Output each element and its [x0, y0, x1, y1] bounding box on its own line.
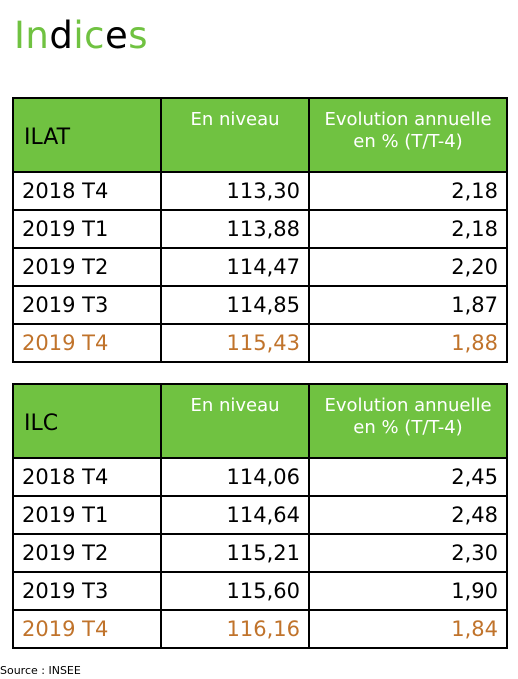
level-cell: 114,47 — [160, 247, 310, 287]
evolution-cell: 1,88 — [308, 323, 508, 363]
evolution-cell: 1,87 — [308, 285, 508, 325]
level-cell: 113,88 — [160, 209, 310, 249]
table-row: 2019 T2 115,21 2,30 — [12, 533, 508, 573]
ilat-table: ILAT En niveau Evolution annuelle en % (… — [12, 97, 508, 363]
column-header-evolution: Evolution annuelle en % (T/T-4) — [308, 97, 508, 173]
table-row: 2019 T1 113,88 2,18 — [12, 209, 508, 249]
period-cell: 2019 T1 — [12, 209, 162, 249]
level-cell: 114,06 — [160, 457, 310, 497]
period-cell: 2019 T2 — [12, 247, 162, 287]
evolution-cell: 1,84 — [308, 609, 508, 649]
period-cell: 2019 T3 — [12, 285, 162, 325]
evolution-cell: 2,48 — [308, 495, 508, 535]
level-cell: 116,16 — [160, 609, 310, 649]
column-header-level: En niveau — [160, 383, 310, 459]
evolution-cell: 2,18 — [308, 171, 508, 211]
level-cell: 115,21 — [160, 533, 310, 573]
title-segment: ic — [73, 14, 105, 57]
evolution-cell: 2,20 — [308, 247, 508, 287]
level-cell: 114,85 — [160, 285, 310, 325]
index-name: ILAT — [12, 97, 162, 173]
title-segment: In — [14, 14, 50, 57]
table-header-row: ILC En niveau Evolution annuelle en % (T… — [12, 383, 508, 459]
level-cell: 115,43 — [160, 323, 310, 363]
table-row: 2019 T2 114,47 2,20 — [12, 247, 508, 287]
column-header-evolution: Evolution annuelle en % (T/T-4) — [308, 383, 508, 459]
ilc-table: ILC En niveau Evolution annuelle en % (T… — [12, 383, 508, 649]
evolution-cell: 2,18 — [308, 209, 508, 249]
table-row-latest: 2019 T4 115,43 1,88 — [12, 323, 508, 363]
title-segment: s — [128, 14, 149, 57]
period-cell: 2019 T4 — [12, 323, 162, 363]
table-row: 2019 T1 114,64 2,48 — [12, 495, 508, 535]
period-cell: 2018 T4 — [12, 457, 162, 497]
period-cell: 2019 T4 — [12, 609, 162, 649]
title-segment: d — [49, 14, 74, 57]
level-cell: 115,60 — [160, 571, 310, 611]
evolution-cell: 1,90 — [308, 571, 508, 611]
source-note: Source : INSEE — [0, 664, 81, 677]
period-cell: 2019 T1 — [12, 495, 162, 535]
page-title: Indices — [14, 12, 148, 60]
period-cell: 2019 T3 — [12, 571, 162, 611]
table-row: 2019 T3 115,60 1,90 — [12, 571, 508, 611]
period-cell: 2019 T2 — [12, 533, 162, 573]
level-cell: 114,64 — [160, 495, 310, 535]
level-cell: 113,30 — [160, 171, 310, 211]
index-name: ILC — [12, 383, 162, 459]
column-header-level: En niveau — [160, 97, 310, 173]
period-cell: 2018 T4 — [12, 171, 162, 211]
table-header-row: ILAT En niveau Evolution annuelle en % (… — [12, 97, 508, 173]
evolution-cell: 2,45 — [308, 457, 508, 497]
table-row: 2018 T4 114,06 2,45 — [12, 457, 508, 497]
table-row-latest: 2019 T4 116,16 1,84 — [12, 609, 508, 649]
table-row: 2018 T4 113,30 2,18 — [12, 171, 508, 211]
evolution-cell: 2,30 — [308, 533, 508, 573]
table-row: 2019 T3 114,85 1,87 — [12, 285, 508, 325]
title-segment: e — [105, 14, 129, 57]
